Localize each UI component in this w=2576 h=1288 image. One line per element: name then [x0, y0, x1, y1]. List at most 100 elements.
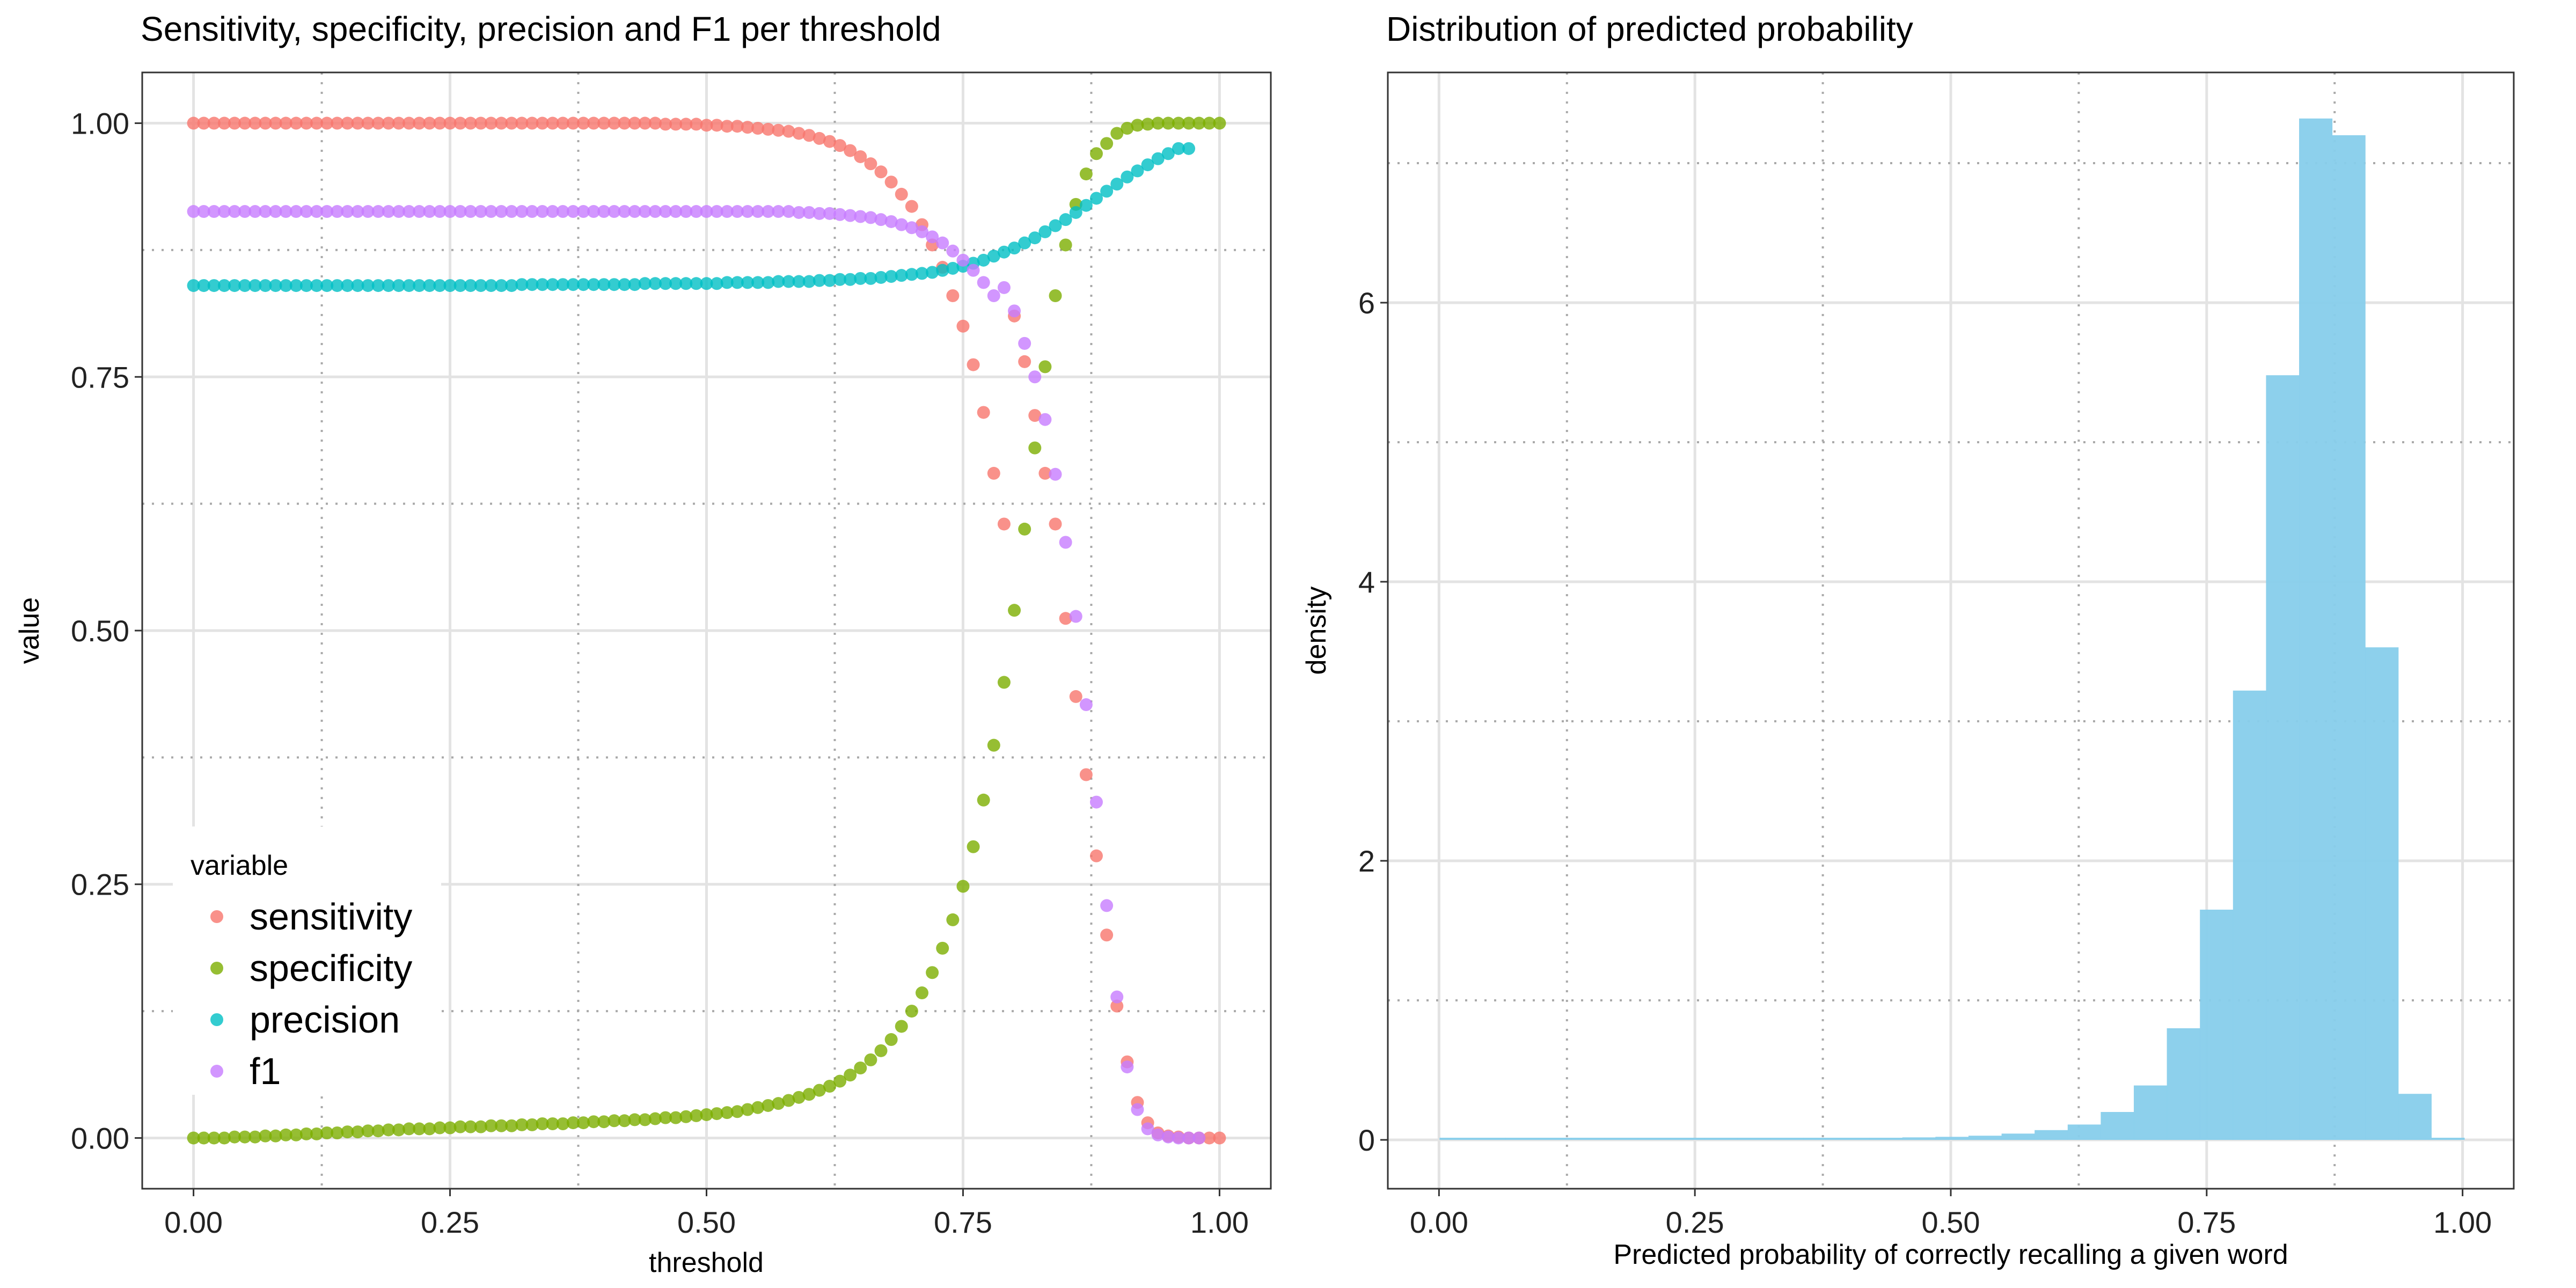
point-sensitivity [762, 122, 775, 136]
point-sensitivity [741, 121, 754, 134]
point-specificity [597, 1115, 611, 1129]
right-y-axis-label: density [1301, 587, 1332, 675]
point-specificity [485, 1119, 498, 1132]
point-f1 [597, 205, 611, 218]
point-sensitivity [238, 116, 252, 130]
point-precision [936, 264, 949, 277]
point-precision [1182, 142, 1196, 155]
point-precision [515, 278, 529, 291]
point-precision [915, 267, 928, 280]
point-precision [187, 279, 200, 292]
y-tick-label: 0.50 [71, 614, 129, 648]
point-precision [854, 272, 867, 285]
point-f1 [217, 205, 231, 218]
point-specificity [577, 1116, 590, 1130]
point-precision [762, 276, 775, 289]
x-tick-label: 0.50 [677, 1205, 736, 1239]
point-sensitivity [1049, 517, 1062, 531]
point-precision [474, 279, 487, 292]
histogram-bar [1770, 1138, 1804, 1140]
point-f1 [485, 205, 498, 218]
point-sensitivity [474, 116, 487, 130]
point-precision [720, 276, 734, 289]
point-f1 [905, 221, 918, 235]
point-precision [1110, 178, 1124, 191]
point-precision [628, 278, 641, 291]
point-precision [669, 277, 683, 290]
point-f1 [762, 205, 775, 218]
point-f1 [392, 205, 405, 218]
point-specificity [926, 966, 939, 979]
point-f1 [854, 210, 867, 223]
point-f1 [730, 205, 744, 218]
point-precision [371, 279, 385, 292]
left-points [187, 116, 1226, 1145]
point-f1 [987, 289, 1000, 302]
point-sensitivity [946, 289, 960, 302]
point-precision [946, 261, 960, 275]
point-f1 [751, 205, 765, 218]
point-specificity [443, 1121, 457, 1135]
point-precision [1028, 231, 1042, 245]
point-sensitivity [967, 358, 980, 371]
histogram-bar [1539, 1138, 1572, 1140]
point-specificity [895, 1020, 908, 1033]
histogram-bar [1803, 1138, 1837, 1140]
point-f1 [1141, 1122, 1154, 1136]
x-tick-label: 0.00 [164, 1205, 223, 1239]
point-sensitivity [874, 165, 888, 179]
histogram-bar [2365, 647, 2399, 1140]
point-f1 [423, 205, 436, 218]
point-f1 [341, 205, 354, 218]
point-specificity [453, 1120, 467, 1133]
point-precision [772, 275, 785, 288]
histogram-bar [1605, 1138, 1638, 1140]
point-specificity [525, 1118, 539, 1131]
point-sensitivity [207, 116, 221, 130]
point-sensitivity [679, 118, 693, 131]
point-precision [1069, 206, 1082, 219]
point-precision [238, 279, 252, 292]
point-specificity [341, 1125, 354, 1139]
point-precision [485, 279, 498, 292]
point-f1 [690, 205, 703, 218]
y-tick-label: 0.75 [71, 360, 129, 394]
right-x-axis-label: Predicted probability of correctly recal… [1613, 1239, 2288, 1270]
point-precision [197, 279, 210, 292]
point-f1 [741, 205, 754, 218]
point-f1 [884, 215, 898, 228]
point-precision [751, 276, 765, 289]
point-f1 [977, 276, 990, 289]
point-f1 [371, 205, 385, 218]
point-f1 [259, 205, 272, 218]
legend-key-specificity [210, 962, 223, 975]
point-f1 [608, 205, 621, 218]
point-sensitivity [505, 116, 518, 130]
point-f1 [238, 205, 252, 218]
point-specificity [299, 1127, 313, 1140]
point-sensitivity [515, 116, 529, 130]
point-precision [505, 279, 518, 292]
point-specificity [361, 1124, 375, 1138]
point-specificity [648, 1112, 662, 1125]
point-specificity [710, 1107, 723, 1121]
point-f1 [556, 205, 569, 218]
point-sensitivity [802, 129, 816, 142]
point-f1 [967, 264, 980, 277]
point-precision [546, 278, 559, 291]
point-sensitivity [659, 118, 672, 131]
point-specificity [248, 1130, 262, 1144]
histogram-bar [2332, 135, 2366, 1140]
point-sensitivity [1203, 1131, 1216, 1145]
point-f1 [628, 205, 641, 218]
point-precision [351, 279, 364, 292]
legend-label-sensitivity: sensitivity [250, 896, 412, 938]
point-specificity [1192, 116, 1206, 130]
point-f1 [648, 205, 662, 218]
point-sensitivity [423, 116, 436, 130]
point-f1 [248, 205, 262, 218]
point-specificity [720, 1106, 734, 1119]
point-precision [1141, 158, 1154, 172]
point-specificity [1018, 522, 1031, 536]
point-f1 [1121, 1060, 1134, 1074]
